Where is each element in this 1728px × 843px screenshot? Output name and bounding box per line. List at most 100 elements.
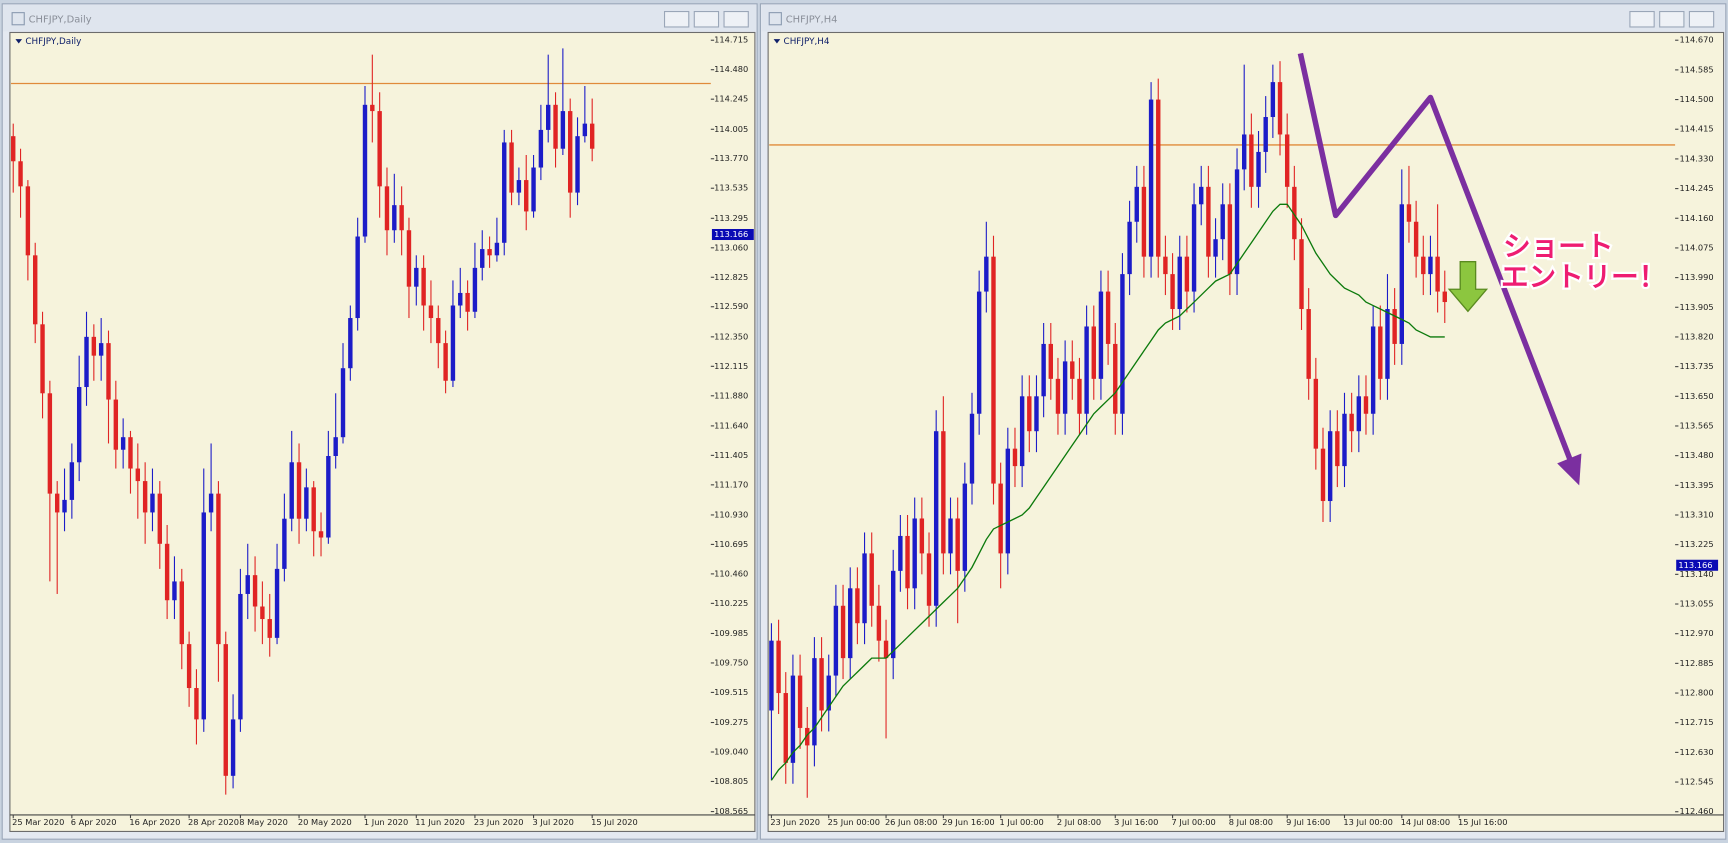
candle-body (912, 518, 917, 589)
candle-body (84, 336, 89, 388)
y-tick-label: 113.650 (1680, 391, 1714, 401)
candle-body (18, 161, 23, 187)
minimize-button[interactable] (1629, 10, 1655, 28)
candle-body (862, 553, 867, 624)
candle-body (135, 468, 141, 482)
candle-body (260, 606, 265, 620)
candle-body (1163, 256, 1168, 275)
close-button[interactable] (723, 10, 749, 28)
candle-body (142, 481, 148, 513)
y-tick-label: 113.735 (1680, 361, 1714, 371)
candle-body (113, 399, 119, 450)
candle-body (1077, 378, 1082, 414)
candle-body (1019, 396, 1025, 467)
candle-body (1277, 82, 1283, 135)
candle-body (933, 431, 939, 606)
y-tick-label: 111.170 (714, 479, 748, 489)
y-tick-label: 108.805 (714, 776, 748, 786)
candle-body (245, 575, 250, 594)
y-tick-label: 112.350 (714, 331, 748, 341)
candle-body (538, 129, 544, 168)
candle-body (377, 111, 382, 187)
candle-body (1105, 291, 1111, 344)
symbol-marker (773, 39, 781, 44)
candle-body (1363, 396, 1369, 414)
price-tag-label: 113.166 (714, 229, 748, 239)
candle-body (106, 343, 111, 400)
candle-body (25, 186, 31, 256)
candle-body (480, 249, 485, 268)
x-tick-label: 8 May 2020 (239, 817, 288, 827)
y-tick-label: 113.480 (1680, 450, 1714, 460)
candle-body (274, 568, 280, 638)
candle-body (223, 644, 228, 776)
candle-body (40, 324, 45, 394)
candle-body (969, 413, 975, 484)
candle-body (1199, 186, 1204, 205)
y-tick-label: 113.055 (1680, 599, 1714, 609)
candle-body (304, 487, 309, 519)
candle-body (826, 675, 831, 711)
candle-body (1435, 256, 1440, 292)
x-tick-label: 9 Jul 16:00 (1286, 817, 1330, 827)
candle-body (267, 619, 272, 638)
candle-body (414, 267, 419, 287)
candle-body (348, 318, 353, 369)
candle-body (812, 658, 817, 746)
candle-body (238, 593, 243, 720)
y-tick-label: 112.545 (1680, 777, 1714, 787)
x-tick-label: 3 Jul 2020 (532, 817, 573, 827)
candle-body (1249, 134, 1254, 187)
x-tick-label: 6 Apr 2020 (71, 817, 117, 827)
maximize-button[interactable] (693, 10, 720, 28)
candle-body (1270, 82, 1276, 118)
candle-body (333, 437, 338, 457)
x-tick-label: 15 Jul 16:00 (1458, 817, 1507, 827)
candle-body (783, 693, 788, 763)
close-button[interactable] (1688, 10, 1715, 28)
candle-body (984, 256, 989, 292)
candle-body (11, 136, 16, 162)
price-tag-label: 113.166 (1678, 560, 1712, 570)
y-tick-label: 113.905 (1680, 302, 1714, 312)
candle-body (1070, 361, 1075, 379)
x-tick-label: 20 May 2020 (298, 817, 352, 827)
moving-average (770, 203, 1445, 781)
candle-body (76, 387, 82, 463)
candle-body (840, 605, 846, 659)
candle-body (428, 305, 434, 319)
candle-body (326, 456, 331, 538)
x-tick-label: 16 Apr 2020 (129, 817, 180, 827)
candle-body (465, 292, 470, 312)
x-tick-label: 3 Jul 16:00 (1114, 817, 1158, 827)
y-tick-label: 109.275 (714, 717, 748, 727)
candle-body (1184, 256, 1190, 292)
maximize-button[interactable] (1659, 10, 1685, 28)
candle-body (1034, 396, 1039, 432)
candle-body (955, 518, 960, 571)
candle-body (1227, 204, 1233, 275)
candle-body (833, 605, 839, 676)
candle-body (502, 142, 507, 243)
candle-body (399, 205, 404, 231)
y-tick-label: 109.515 (714, 687, 748, 697)
candle-body (1234, 169, 1240, 275)
candle-body (855, 588, 860, 624)
candle-body (406, 230, 412, 287)
candle-body (948, 518, 953, 554)
candle-body (487, 249, 492, 256)
x-tick-label: 14 Jul 08:00 (1401, 817, 1450, 827)
candle-body (443, 343, 448, 381)
candle-body (524, 180, 529, 212)
candle-body (1349, 413, 1354, 432)
y-tick-label: 110.460 (714, 568, 748, 578)
y-tick-label: 109.750 (714, 657, 748, 667)
candle-body (1413, 221, 1419, 257)
minimize-button[interactable] (663, 10, 690, 28)
candle-body (546, 104, 551, 130)
annotation-line: ショート (1503, 230, 1613, 262)
y-tick-label: 113.820 (1680, 331, 1714, 341)
y-tick-label: 112.590 (714, 301, 748, 311)
candle-body (472, 267, 478, 312)
